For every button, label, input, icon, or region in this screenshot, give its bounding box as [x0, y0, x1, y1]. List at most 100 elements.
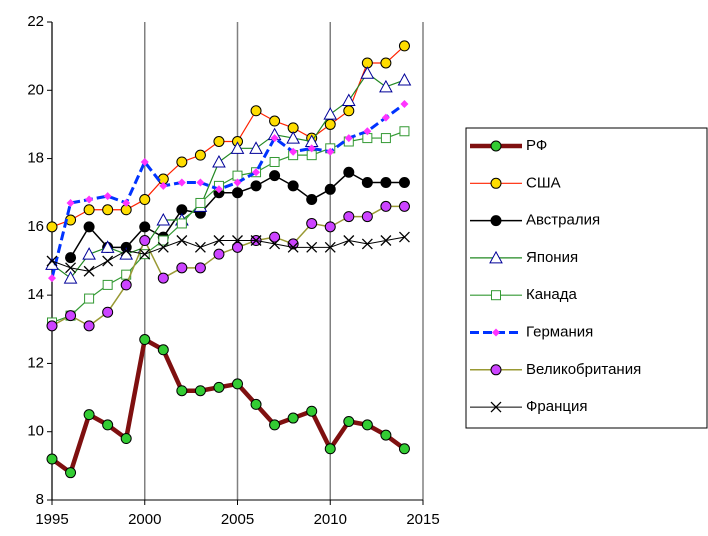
point [85, 195, 94, 204]
point [380, 57, 392, 69]
x-tick-label: 2005 [221, 511, 254, 528]
point [102, 419, 114, 431]
point [397, 72, 412, 86]
point [139, 334, 151, 346]
point [232, 241, 243, 253]
x-tick-label: 1995 [35, 511, 68, 528]
point [157, 344, 169, 356]
point [65, 252, 77, 264]
point [232, 378, 243, 390]
point [269, 170, 281, 182]
legend-marker [490, 401, 502, 413]
point [326, 147, 335, 156]
legend-label: Канада [526, 286, 577, 303]
point [83, 320, 95, 332]
point [306, 194, 318, 206]
point [176, 156, 188, 168]
point [324, 241, 336, 253]
point [379, 79, 393, 93]
point [46, 255, 58, 267]
point [306, 405, 318, 417]
point [139, 248, 151, 260]
x-tick-label: 2010 [314, 511, 347, 528]
point [343, 105, 355, 117]
point [230, 141, 245, 154]
legend-marker [492, 328, 500, 337]
legend-label: Великобритания [526, 361, 641, 378]
point [232, 235, 243, 246]
point [195, 197, 206, 208]
point [343, 235, 355, 246]
point [120, 433, 132, 445]
point [399, 126, 410, 137]
point [250, 398, 262, 410]
point [381, 113, 390, 122]
series-line [50, 102, 406, 279]
point [194, 385, 206, 397]
point [213, 136, 225, 147]
point [102, 306, 114, 318]
series-line [51, 236, 405, 272]
point [323, 107, 338, 120]
point [380, 176, 392, 188]
point [398, 176, 410, 188]
point [361, 211, 373, 223]
y-tick-label: 18 [27, 150, 44, 167]
point [343, 211, 355, 223]
point [46, 453, 58, 465]
legend-label: Германия [526, 323, 593, 340]
point [361, 238, 373, 250]
point [120, 279, 132, 291]
point [213, 235, 225, 246]
point [176, 385, 188, 397]
point [343, 415, 355, 427]
x-tick-label: 2000 [128, 511, 161, 528]
point [269, 419, 281, 431]
legend-label: Франция [526, 398, 587, 415]
point [287, 180, 299, 192]
point [82, 247, 96, 260]
legend-label: Австралия [526, 212, 600, 229]
legend-marker [490, 215, 502, 227]
point [212, 154, 226, 168]
point [233, 178, 242, 187]
point [48, 274, 56, 283]
point [65, 262, 77, 274]
point [176, 218, 187, 229]
point [176, 235, 188, 246]
point [139, 194, 151, 206]
legend-marker [490, 177, 502, 189]
point [194, 149, 206, 161]
point [250, 180, 262, 192]
point [213, 381, 225, 393]
point [139, 221, 151, 233]
point [214, 185, 223, 194]
point [63, 271, 78, 284]
point [252, 168, 261, 177]
point [380, 200, 392, 212]
point [156, 212, 171, 226]
point [196, 178, 205, 187]
point [360, 66, 375, 79]
point [361, 419, 373, 431]
point [341, 93, 356, 107]
y-tick-label: 16 [27, 218, 44, 235]
x-tick-label: 2015 [406, 511, 439, 528]
point [270, 134, 279, 143]
point [249, 141, 263, 154]
point [344, 134, 353, 143]
point [306, 217, 318, 229]
y-tick-label: 20 [27, 81, 44, 98]
point [122, 198, 131, 207]
point [343, 166, 355, 178]
point [400, 99, 409, 108]
point [269, 115, 281, 127]
point [380, 429, 392, 441]
point [66, 198, 75, 207]
point [306, 241, 318, 253]
point [398, 200, 410, 212]
point [194, 241, 206, 253]
y-tick-label: 10 [27, 423, 44, 440]
point [307, 144, 316, 153]
series-line [51, 130, 405, 324]
